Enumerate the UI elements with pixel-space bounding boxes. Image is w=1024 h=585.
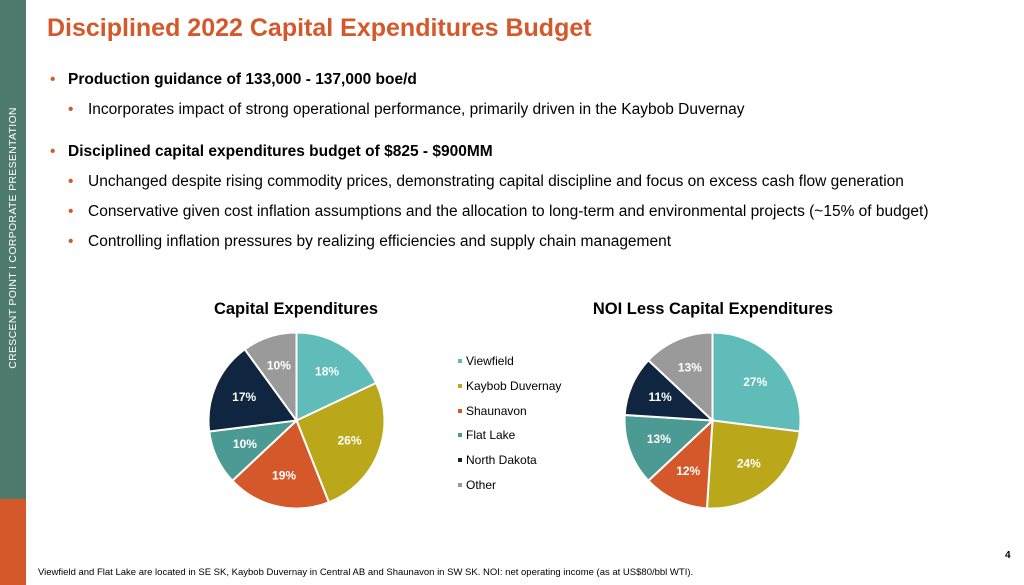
sub-bullet-text: Unchanged despite rising commodity price… (88, 173, 904, 190)
sub-bullet-text: Incorporates impact of strong operationa… (88, 101, 745, 118)
bullet-list: • Production guidance of 133,000 - 137,0… (50, 70, 1010, 252)
pie-data-label: 26% (337, 434, 361, 448)
pie-data-label: 19% (272, 468, 296, 482)
legend-item: North Dakota (458, 448, 561, 473)
legend-swatch (458, 482, 462, 487)
legend-swatch (458, 408, 462, 413)
bullet-capex: • Disciplined capital expenditures budge… (50, 142, 1010, 162)
pie-data-label: 10% (233, 437, 257, 451)
legend-item: Shaunavon (458, 398, 561, 423)
capex-chart-title: Capital Expenditures (213, 300, 379, 318)
pie-data-label: 12% (676, 464, 700, 478)
legend-label: Flat Lake (466, 428, 516, 443)
legend-swatch (458, 433, 462, 438)
bullet-dot: • (68, 101, 74, 118)
bullet-dot: • (50, 143, 56, 160)
capex-pie-chart: 18% 26% 19% 10% 17% 10% (207, 331, 386, 510)
legend-label: Other (466, 477, 497, 492)
sub-bullet-text: Conservative given cost inflation assump… (88, 203, 929, 220)
pie-slice-viewfield (295, 331, 378, 423)
pie-data-label: 24% (737, 457, 761, 471)
pie-data-label: 11% (649, 390, 673, 404)
pie-slice-viewfield (711, 331, 802, 433)
noi-pie-chart: 27% 24% 12% 13% 11% 13% (623, 331, 802, 510)
legend-label: North Dakota (466, 453, 537, 468)
legend-label: Kaybob Duvernay (466, 379, 562, 394)
noi-chart-title: NOI Less Capital Expenditures (592, 300, 834, 318)
pie-slice-other (646, 331, 714, 423)
legend-label: Shaunavon (466, 403, 527, 418)
legend-swatch (458, 384, 462, 389)
slide-title: Disciplined 2022 Capital Expenditures Bu… (47, 14, 592, 42)
pie-slice-shaunavon (646, 418, 714, 510)
bullet-dot: • (68, 233, 74, 250)
pie-data-label: 13% (647, 432, 671, 446)
pie-data-label: 13% (678, 360, 702, 374)
footnote: Viewfield and Flat Lake are located in S… (38, 567, 694, 578)
sub-bullet: • Unchanged despite rising commodity pri… (50, 172, 1010, 192)
bullet-production-text: Production guidance of 133,000 - 137,000… (68, 71, 417, 88)
pie-data-label: 27% (743, 375, 767, 389)
legend-item: Viewfield (458, 349, 561, 374)
pie-slice-other (243, 331, 298, 424)
bullet-dot: • (68, 173, 74, 190)
sidebar-label: CRESCENT POINT I CORPORATE PRESENTATION (7, 107, 19, 369)
sub-bullet-text: Controlling inflation pressures by reali… (88, 233, 672, 250)
legend-swatch (458, 359, 462, 364)
sidebar-accent-block (0, 499, 26, 585)
pie-slice-flat-lake (623, 413, 715, 483)
page-number: 4 (1005, 550, 1011, 561)
bullet-capex-text: Disciplined capital expenditures budget … (68, 143, 493, 160)
pie-data-label: 17% (232, 390, 256, 404)
legend-item: Other (458, 472, 561, 497)
pie-data-label: 10% (267, 358, 291, 372)
pie-data-label: 18% (315, 365, 339, 379)
sub-bullet: • Incorporates impact of strong operatio… (50, 100, 1010, 120)
pie-slice-shaunavon (230, 418, 331, 510)
sub-bullet: • Controlling inflation pressures by rea… (50, 232, 1010, 252)
chart-legend: Viewfield Kaybob Duvernay Shaunavon Flat La… (458, 349, 561, 497)
sub-bullet: • Conservative given cost inflation assu… (50, 202, 1010, 222)
pie-slice-kaybob-duvernay (705, 419, 801, 510)
bullet-dot: • (50, 71, 56, 88)
pie-slice-kaybob-duvernay (295, 381, 386, 504)
pie-slice-north-dakota (207, 347, 299, 433)
sidebar-band: CRESCENT POINT I CORPORATE PRESENTATION (0, 0, 26, 499)
legend-label: Viewfield (466, 354, 514, 369)
legend-item: Flat Lake (458, 423, 561, 448)
legend-item: Kaybob Duvernay (458, 374, 561, 399)
legend-swatch (458, 458, 462, 463)
bullet-dot: • (68, 203, 74, 220)
bullet-production: • Production guidance of 133,000 - 137,0… (50, 70, 1010, 90)
